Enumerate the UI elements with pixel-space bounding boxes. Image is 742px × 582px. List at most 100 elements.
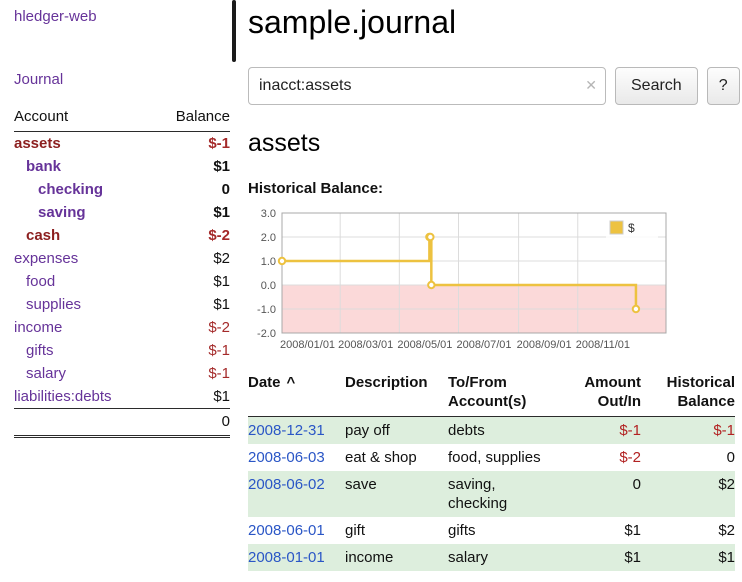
register-row: 2008-01-01 income salary $1 $1 [248,544,735,571]
register-header-description: Description [345,371,448,417]
account-row: salary $-1 [14,362,230,385]
sidebar-item-journal[interactable]: Journal [14,71,64,88]
account-link[interactable]: liabilities:debts [14,388,112,405]
transaction-date-cell: 2008-12-31 [248,416,345,444]
account-row: expenses $2 [14,247,230,270]
register-header-date[interactable]: Date ^ [248,371,345,417]
accounts-total-spacer [14,408,153,438]
transaction-date-link[interactable]: 2008-06-01 [248,522,325,539]
account-row: gifts $-1 [14,339,230,362]
search-button[interactable]: Search [615,67,698,105]
register-header-row: Date ^ Description To/From Account(s) Amo… [248,371,735,417]
account-balance: $-1 [208,365,230,382]
accounts-table: Account Balance assets $-1 bank $1 checking 0… [14,104,230,438]
register-header-account: To/From Account(s) [448,371,554,417]
help-button[interactable]: ? [706,67,740,105]
account-link[interactable]: gifts [26,342,54,359]
data-point-marker [427,280,436,290]
account-link[interactable]: food [26,273,56,290]
accounts-total-value: 0 [152,408,230,438]
data-point-marker [277,256,287,266]
account-balance: $-2 [208,227,230,244]
transaction-amount: $1 [624,522,641,539]
accounts-header-balance: Balance [152,104,230,132]
account-link[interactable]: supplies [26,296,82,313]
transaction-amount: $1 [554,544,641,571]
search-input[interactable] [248,67,606,105]
transaction-date-cell: 2008-06-02 [248,471,345,517]
transaction-date-cell: 2008-01-01 [248,544,345,571]
chart-svg: 3.0 2.0 1.0 0.0 -1.0 -2.0 2008/01/01 2008/03/01… [257,208,667,351]
clear-search-icon[interactable]: ✕ [585,77,597,93]
transaction-description: income [345,544,448,571]
register-table: Date ^ Description To/From Account(s) Amo… [248,371,735,571]
account-row: saving $1 [14,201,230,224]
accounts-header-account: Account [14,104,153,132]
account-heading: assets [248,129,321,157]
register-row: 2008-06-02 save saving, checking 0 $2 [248,471,735,517]
account-row: income $-2 [14,316,230,339]
brand-link[interactable]: hledger-web [14,8,97,25]
account-balance: $1 [213,388,230,405]
transaction-balance: $2 [718,522,735,539]
x-tick-label: 2008/11/01 [576,339,630,351]
account-link[interactable]: checking [38,181,104,198]
search-form: ✕ Search ? [248,67,740,105]
transaction-date-link[interactable]: 2008-12-31 [248,422,325,439]
transaction-accounts: debts [448,416,554,444]
transaction-amount: $-2 [619,449,641,466]
register-header-balance: Historical Balance [641,371,735,417]
legend-swatch [609,220,624,235]
transaction-date-link[interactable]: 2008-06-03 [248,449,325,466]
transaction-date-cell: 2008-06-01 [248,517,345,544]
account-balance: $-1 [208,342,230,359]
data-point-marker [426,232,435,242]
x-tick-label: 2008/09/01 [517,339,572,351]
y-tick-label: -1.0 [257,304,276,316]
page-title: sample.journal [248,4,457,40]
account-row: bank $1 [14,155,230,178]
account-balance: $-2 [208,319,230,336]
account-link[interactable]: assets [14,135,61,152]
chart-legend: $ [606,218,658,238]
account-link[interactable]: income [14,319,63,336]
balance-chart[interactable]: 3.0 2.0 1.0 0.0 -1.0 -2.0 2008/01/01 2008/03/01… [248,203,740,361]
register-row: 2008-06-01 gift gifts $1 $2 [248,517,735,544]
x-tick-label: 2008/05/01 [397,339,452,351]
chart-title: Historical Balance: [248,180,384,197]
date-header-label: Date [248,374,281,391]
transaction-date-cell: 2008-06-03 [248,444,345,471]
accounts-header-row: Account Balance [14,104,230,132]
transaction-description: eat & shop [345,449,417,466]
legend-label: $ [628,221,635,235]
transaction-accounts: salary [448,544,554,571]
account-row: cash $-2 [14,224,230,247]
account-balance: $1 [213,296,230,313]
account-row: checking 0 [14,178,230,201]
account-balance: $1 [213,158,230,175]
main-content: sample.journal ✕ Search ? assets Histori… [248,0,742,582]
register-header-amount: Amount Out/In [554,371,641,417]
account-balance: $1 [213,204,230,221]
sidebar-scrollbar[interactable] [232,0,236,62]
transaction-date-link[interactable]: 2008-01-01 [248,549,325,566]
account-row: assets $-1 [14,132,230,156]
transaction-date-link[interactable]: 2008-06-02 [248,476,325,493]
register-row: 2008-12-31 pay off debts $-1 $-1 [248,416,735,444]
transaction-accounts: gifts [448,522,476,539]
register-row: 2008-06-03 eat & shop food, supplies $-2 0 [248,444,735,471]
account-link[interactable]: saving [38,204,86,221]
account-link[interactable]: cash [26,227,61,244]
account-link[interactable]: expenses [14,250,79,267]
account-row: supplies $1 [14,293,230,316]
sidebar: hledger-web Journal Account Balance asse… [0,0,248,582]
x-tick-label: 2008/07/01 [456,339,511,351]
accounts-total-row: 0 [14,408,230,438]
account-balance: $1 [213,273,230,290]
account-link[interactable]: bank [26,158,62,175]
data-point-marker [631,304,641,314]
account-balance: $-1 [208,135,230,152]
transaction-balance: $1 [641,544,735,571]
transaction-amount: $-1 [554,416,641,444]
account-link[interactable]: salary [26,365,67,382]
